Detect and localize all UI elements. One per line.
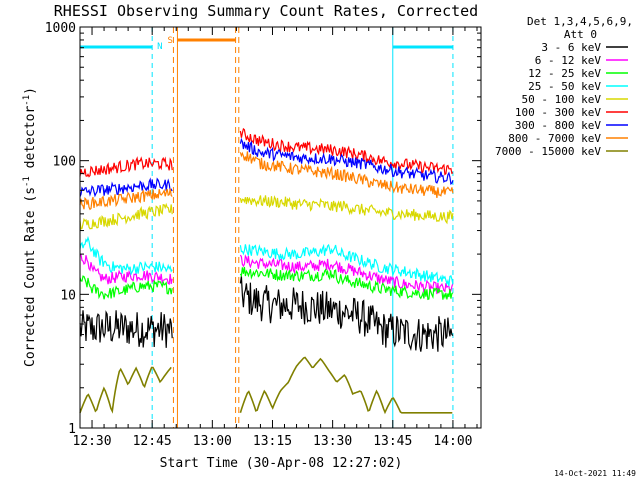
- legend-label: 300 - 800 keV: [515, 119, 601, 132]
- series-trace: [239, 151, 454, 198]
- legend-header-2: Att 0: [564, 28, 597, 41]
- y-tick-label: 1: [68, 422, 76, 437]
- chart-title: RHESSI Observing Summary Count Rates, Co…: [54, 2, 478, 20]
- series-100-300-keV-line: [79, 127, 454, 178]
- y-label-main: Corrected Count Rate (s: [23, 187, 38, 367]
- legend-label: 25 - 50 keV: [528, 80, 601, 93]
- series-50-100-keV-line: [79, 195, 454, 230]
- series-trace: [239, 243, 454, 287]
- series-trace: [239, 127, 454, 176]
- y-label-sup1: -1: [22, 176, 32, 187]
- plot-area: NS: [79, 27, 454, 428]
- y-tick-label: 1000: [45, 21, 76, 36]
- x-tick-label: 13:00: [193, 434, 232, 449]
- x-tick-label: 13:45: [373, 434, 412, 449]
- series-trace: [79, 275, 173, 300]
- x-tick-label: 14:00: [433, 434, 472, 449]
- legend-label: 50 - 100 keV: [522, 93, 602, 106]
- y-label-sup2: -1: [22, 95, 32, 106]
- x-tick-label: 12:30: [72, 434, 111, 449]
- series-trace: [79, 202, 173, 230]
- series-25-50-keV-line: [79, 235, 454, 287]
- legend-label: 6 - 12 keV: [535, 54, 602, 67]
- series-trace: [239, 356, 453, 415]
- y-tick-label: 10: [60, 288, 76, 303]
- legend-label: 3 - 6 keV: [541, 41, 601, 54]
- series-trace: [79, 310, 173, 348]
- series-12-25-keV-line: [79, 266, 454, 301]
- series-6-12-keV-line: [79, 254, 454, 295]
- x-axis-label: Start Time (30-Apr-08 12:27:02): [160, 456, 403, 471]
- series-3-6-keV-line: [79, 276, 454, 352]
- x-tick-label: 12:45: [133, 434, 172, 449]
- series-trace: [79, 235, 173, 276]
- series-trace: [79, 177, 173, 198]
- y-axis: 1 10 100 1000: [45, 21, 481, 437]
- legend-label: 7000 - 15000 keV: [495, 145, 601, 158]
- x-axis: 12:30 12:45 13:00 13:15 13:30 13:45 14:00: [72, 27, 478, 449]
- series-trace: [239, 195, 454, 225]
- series-trace: [79, 188, 173, 211]
- legend-label: 100 - 300 keV: [515, 106, 601, 119]
- legend-label: 800 - 7000 keV: [508, 132, 601, 145]
- y-axis-label: Corrected Count Rate (s-1 detector-1): [22, 87, 38, 367]
- series-trace: [239, 276, 454, 352]
- series-trace: [79, 156, 173, 178]
- s-flag-label: S: [167, 36, 172, 46]
- y-label-end: ): [23, 87, 38, 95]
- plot-frame: [79, 26, 482, 429]
- y-tick-label: 100: [53, 155, 76, 170]
- night-flag-label: N: [157, 42, 162, 52]
- timestamp: 14-Oct-2021 11:49: [554, 469, 636, 478]
- series-7000-15000-keV-line: [79, 356, 453, 415]
- series-trace: [239, 266, 454, 301]
- x-tick-label: 13:15: [253, 434, 292, 449]
- series-300-800-keV-line: [79, 137, 454, 198]
- series-trace: [79, 366, 172, 414]
- legend-label: 12 - 25 keV: [528, 67, 601, 80]
- series-800-7000-keV-line: [79, 151, 454, 211]
- y-label-mid: detector: [23, 106, 38, 177]
- series-trace: [239, 254, 454, 295]
- legend-header-1: Det 1,3,4,5,6,9,: [527, 15, 633, 28]
- series-trace: [239, 137, 454, 186]
- series-trace: [79, 254, 173, 286]
- x-tick-label: 13:30: [313, 434, 352, 449]
